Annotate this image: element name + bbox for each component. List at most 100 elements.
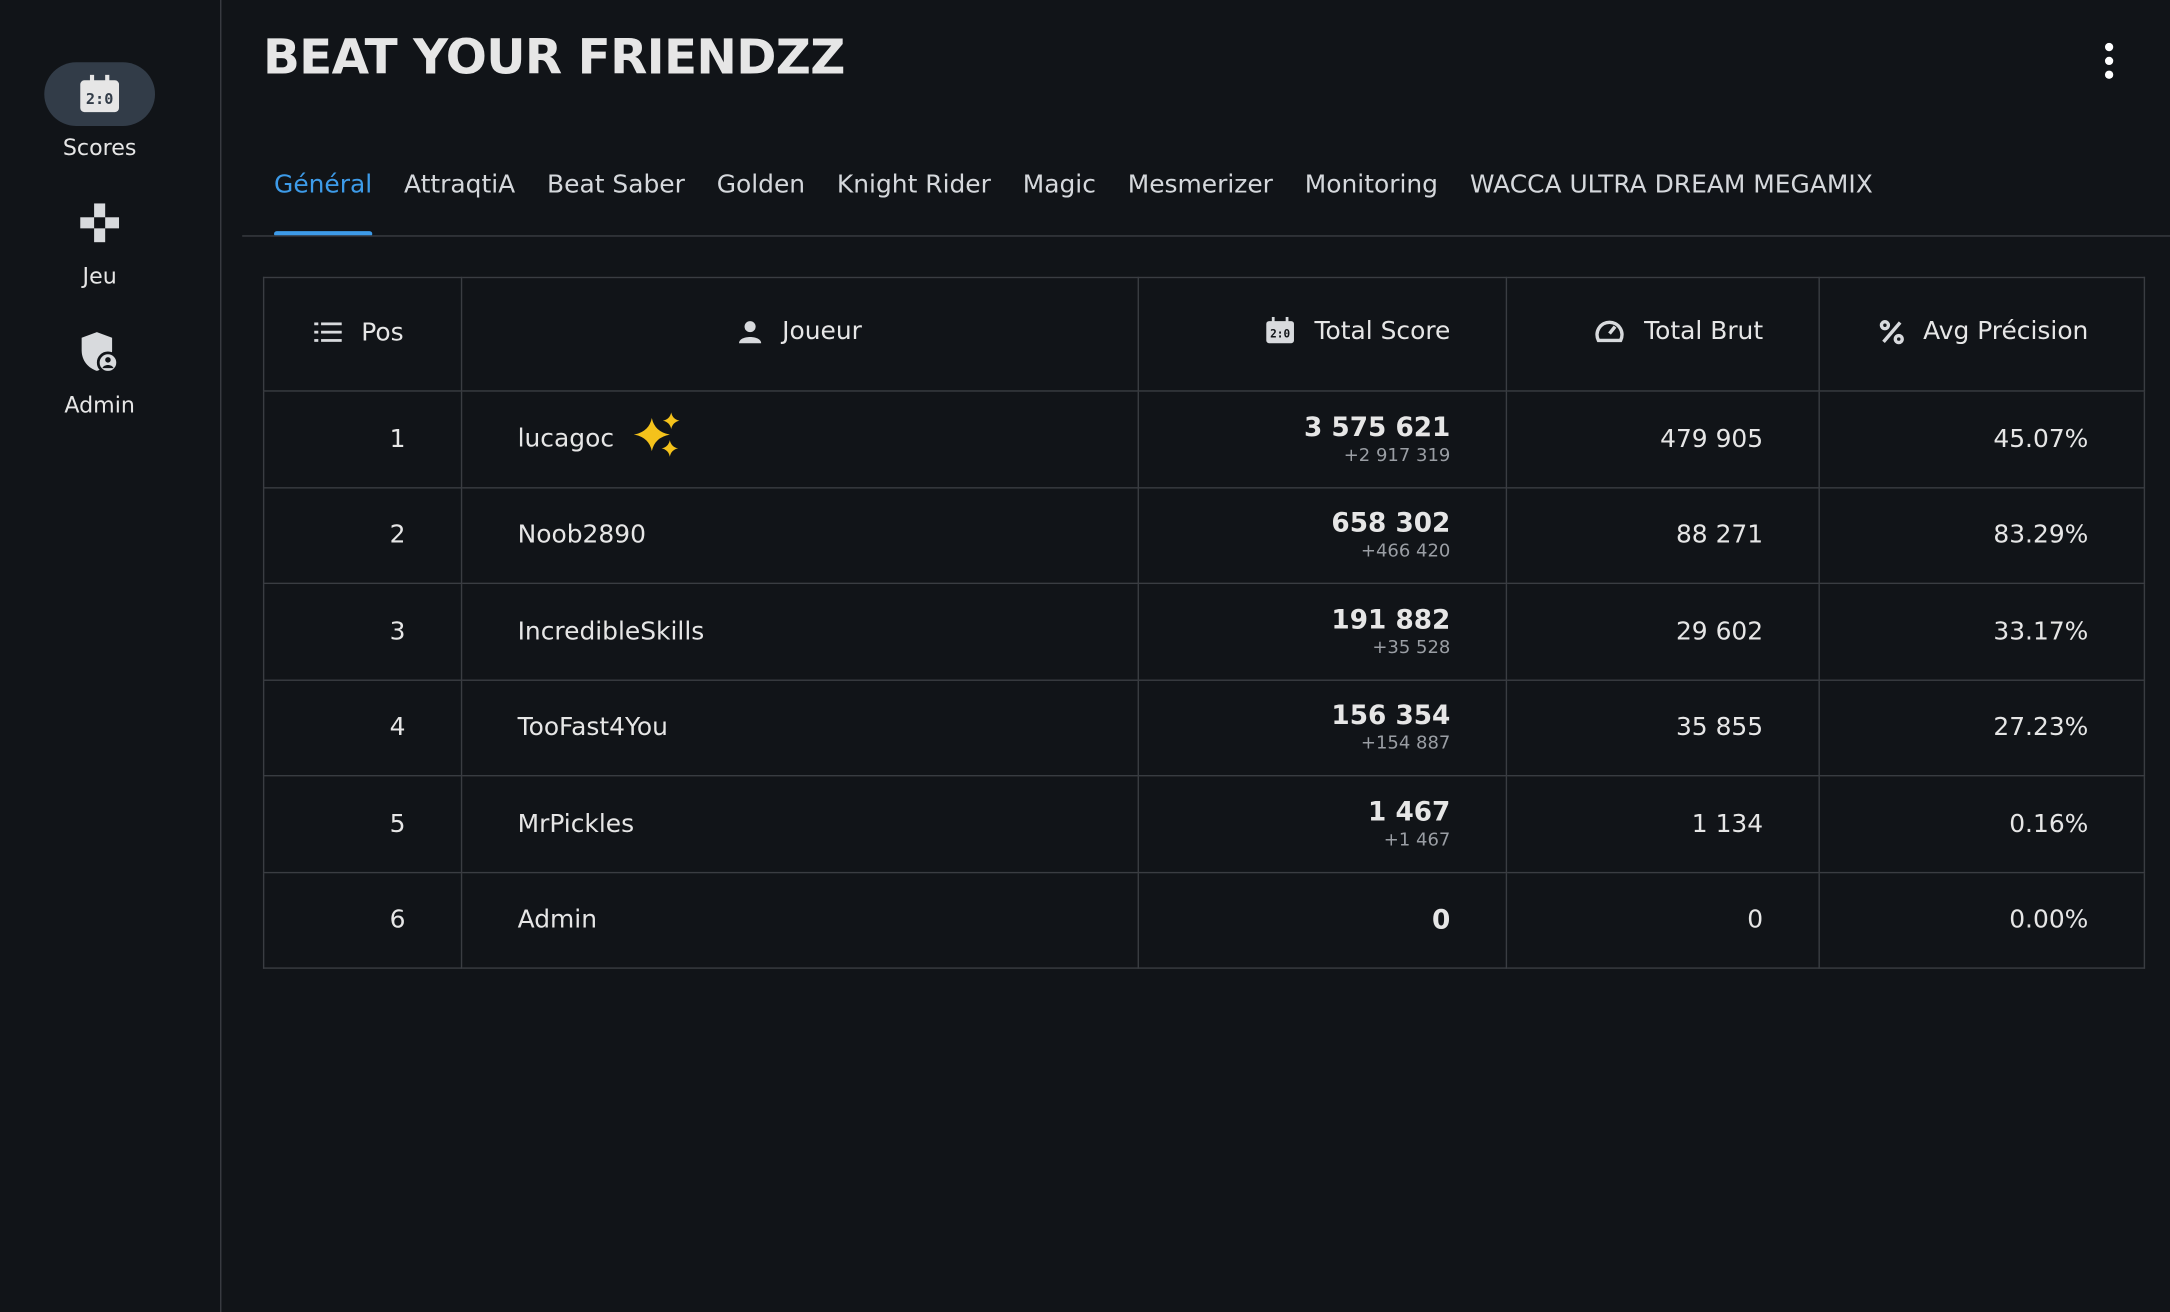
nav-label: Admin bbox=[64, 391, 135, 418]
header-icon bbox=[1594, 317, 1624, 345]
table-row: 1 lucagoc 3 575 621 +2 917 319 479 905 45.07% bbox=[262, 390, 2146, 488]
table-row: 2 Noob2890 658 302 +466 420 88 271 83.29% bbox=[262, 486, 2146, 585]
header-icon bbox=[1879, 319, 1904, 344]
total-score: 156 354 +154 887 bbox=[1137, 678, 1508, 777]
column-header: Total Brut bbox=[1505, 276, 1820, 392]
leaderboard: Pos Joueur 2:0 Total Score Total Brut Avg Pré… bbox=[262, 276, 2146, 969]
header-label: Pos bbox=[361, 317, 404, 348]
nav-item[interactable]: Jeu bbox=[0, 191, 199, 289]
column-header: Avg Précision bbox=[1818, 276, 2146, 392]
total-score: 3 575 621 +2 917 319 bbox=[1137, 390, 1508, 488]
header-label: Total Brut bbox=[1644, 316, 1764, 346]
header-icon bbox=[738, 319, 763, 344]
header-label: Joueur bbox=[782, 317, 862, 347]
total-brut: 479 905 bbox=[1505, 390, 1820, 488]
player: Noob2890 bbox=[460, 486, 1139, 585]
header-label: Total Score bbox=[1314, 316, 1451, 346]
avg-precision: 83.29% bbox=[1818, 486, 2146, 585]
score-value: 191 882 bbox=[1331, 604, 1451, 635]
position: 4 bbox=[262, 678, 463, 777]
tab[interactable]: Knight Rider bbox=[836, 170, 991, 200]
table-row: 4 TooFast4You 156 354 +154 887 35 855 27.23% bbox=[262, 678, 2146, 777]
player: lucagoc bbox=[460, 390, 1139, 488]
player-name: MrPickles bbox=[517, 809, 635, 839]
score-delta: +154 887 bbox=[1360, 733, 1451, 755]
total-brut: 88 271 bbox=[1505, 486, 1820, 585]
total-brut: 0 bbox=[1505, 871, 1820, 969]
player-name: IncredibleSkills bbox=[517, 616, 705, 646]
nav-icon bbox=[44, 320, 155, 384]
header-content: Pos bbox=[314, 317, 404, 348]
total-brut: 35 855 bbox=[1505, 678, 1820, 777]
tab-bar: Général AttraqtiA Beat Saber Golden Knight R… bbox=[242, 152, 2170, 237]
player-name: Admin bbox=[517, 905, 597, 935]
score-value: 1 467 bbox=[1368, 796, 1451, 828]
header-content: Joueur bbox=[738, 317, 862, 346]
player: IncredibleSkills bbox=[460, 582, 1139, 681]
sidebar: 2:0 Scores Jeu Admin bbox=[0, 0, 222, 1312]
table-row: 6 Admin 0 0 0.00% bbox=[262, 871, 2146, 969]
total-score: 191 882 +35 528 bbox=[1137, 582, 1508, 681]
score-value: 658 302 bbox=[1331, 508, 1451, 539]
tab[interactable]: WACCA ULTRA DREAM MEGAMIX bbox=[1469, 170, 1873, 200]
player-name: Noob2890 bbox=[517, 520, 646, 550]
header-label: Avg Précision bbox=[1923, 317, 2089, 347]
avg-precision: 45.07% bbox=[1818, 390, 2146, 488]
page-title: BEAT YOUR FRIENDZZ bbox=[262, 30, 845, 86]
score-delta: +35 528 bbox=[1372, 637, 1451, 659]
avg-precision: 0.16% bbox=[1818, 775, 2146, 873]
player-name: lucagoc bbox=[517, 423, 615, 453]
tab[interactable]: AttraqtiA bbox=[404, 170, 516, 200]
svg-text:2:0: 2:0 bbox=[1270, 328, 1290, 341]
header-content: Avg Précision bbox=[1879, 317, 2088, 346]
header-icon: 2:0 bbox=[1265, 317, 1295, 345]
nav-icon: 2:0 bbox=[44, 62, 156, 126]
tab[interactable]: Beat Saber bbox=[547, 170, 685, 200]
total-score: 658 302 +466 420 bbox=[1137, 486, 1508, 585]
score-delta: +1 467 bbox=[1383, 830, 1451, 851]
total-score: 0 bbox=[1137, 871, 1508, 969]
score-value: 0 bbox=[1432, 904, 1451, 936]
tab[interactable]: Golden bbox=[716, 170, 806, 200]
table-row: 5 MrPickles 1 467 +1 467 1 134 0.16% bbox=[262, 775, 2146, 873]
avg-precision: 33.17% bbox=[1818, 582, 2146, 681]
tab[interactable]: Mesmerizer bbox=[1127, 170, 1273, 200]
total-brut: 1 134 bbox=[1505, 775, 1820, 873]
column-header: Joueur bbox=[460, 276, 1139, 392]
nav-item[interactable]: Admin bbox=[0, 320, 199, 418]
header-content: 2:0 Total Score bbox=[1265, 316, 1451, 346]
table-row: 3 IncredibleSkills 191 882 +35 528 29 602 33.… bbox=[262, 582, 2146, 681]
total-brut: 29 602 bbox=[1505, 582, 1820, 681]
player: TooFast4You bbox=[460, 678, 1139, 777]
nav-label: Scores bbox=[62, 134, 137, 161]
nav-icon bbox=[44, 191, 155, 255]
score-value: 3 575 621 bbox=[1303, 412, 1451, 443]
avg-precision: 27.23% bbox=[1818, 678, 2146, 777]
header-content: Total Brut bbox=[1594, 317, 1763, 346]
position: 2 bbox=[262, 486, 463, 585]
tab[interactable]: Monitoring bbox=[1304, 170, 1438, 200]
column-header: 2:0 Total Score bbox=[1137, 276, 1508, 392]
score-delta: +2 917 319 bbox=[1343, 445, 1451, 467]
menu-button[interactable] bbox=[2101, 42, 2118, 81]
position: 3 bbox=[262, 582, 463, 681]
nav-item[interactable]: 2:0 Scores bbox=[0, 62, 199, 161]
svg-text:2:0: 2:0 bbox=[86, 90, 113, 108]
position: 1 bbox=[262, 390, 463, 488]
header-icon bbox=[314, 321, 342, 343]
tab[interactable]: Général bbox=[274, 152, 372, 236]
score-delta: +466 420 bbox=[1360, 541, 1451, 563]
position: 6 bbox=[262, 871, 463, 969]
avg-precision: 0.00% bbox=[1818, 871, 2146, 969]
player: Admin bbox=[460, 871, 1139, 969]
column-header: Pos bbox=[262, 276, 463, 392]
nav-label: Jeu bbox=[82, 262, 117, 290]
tab[interactable]: Magic bbox=[1022, 170, 1096, 200]
total-score: 1 467 +1 467 bbox=[1137, 775, 1508, 873]
player-name: TooFast4You bbox=[517, 713, 668, 743]
position: 5 bbox=[262, 775, 463, 873]
score-value: 156 354 bbox=[1331, 700, 1451, 732]
player: MrPickles bbox=[460, 775, 1139, 873]
sparkle-icon bbox=[633, 412, 680, 466]
